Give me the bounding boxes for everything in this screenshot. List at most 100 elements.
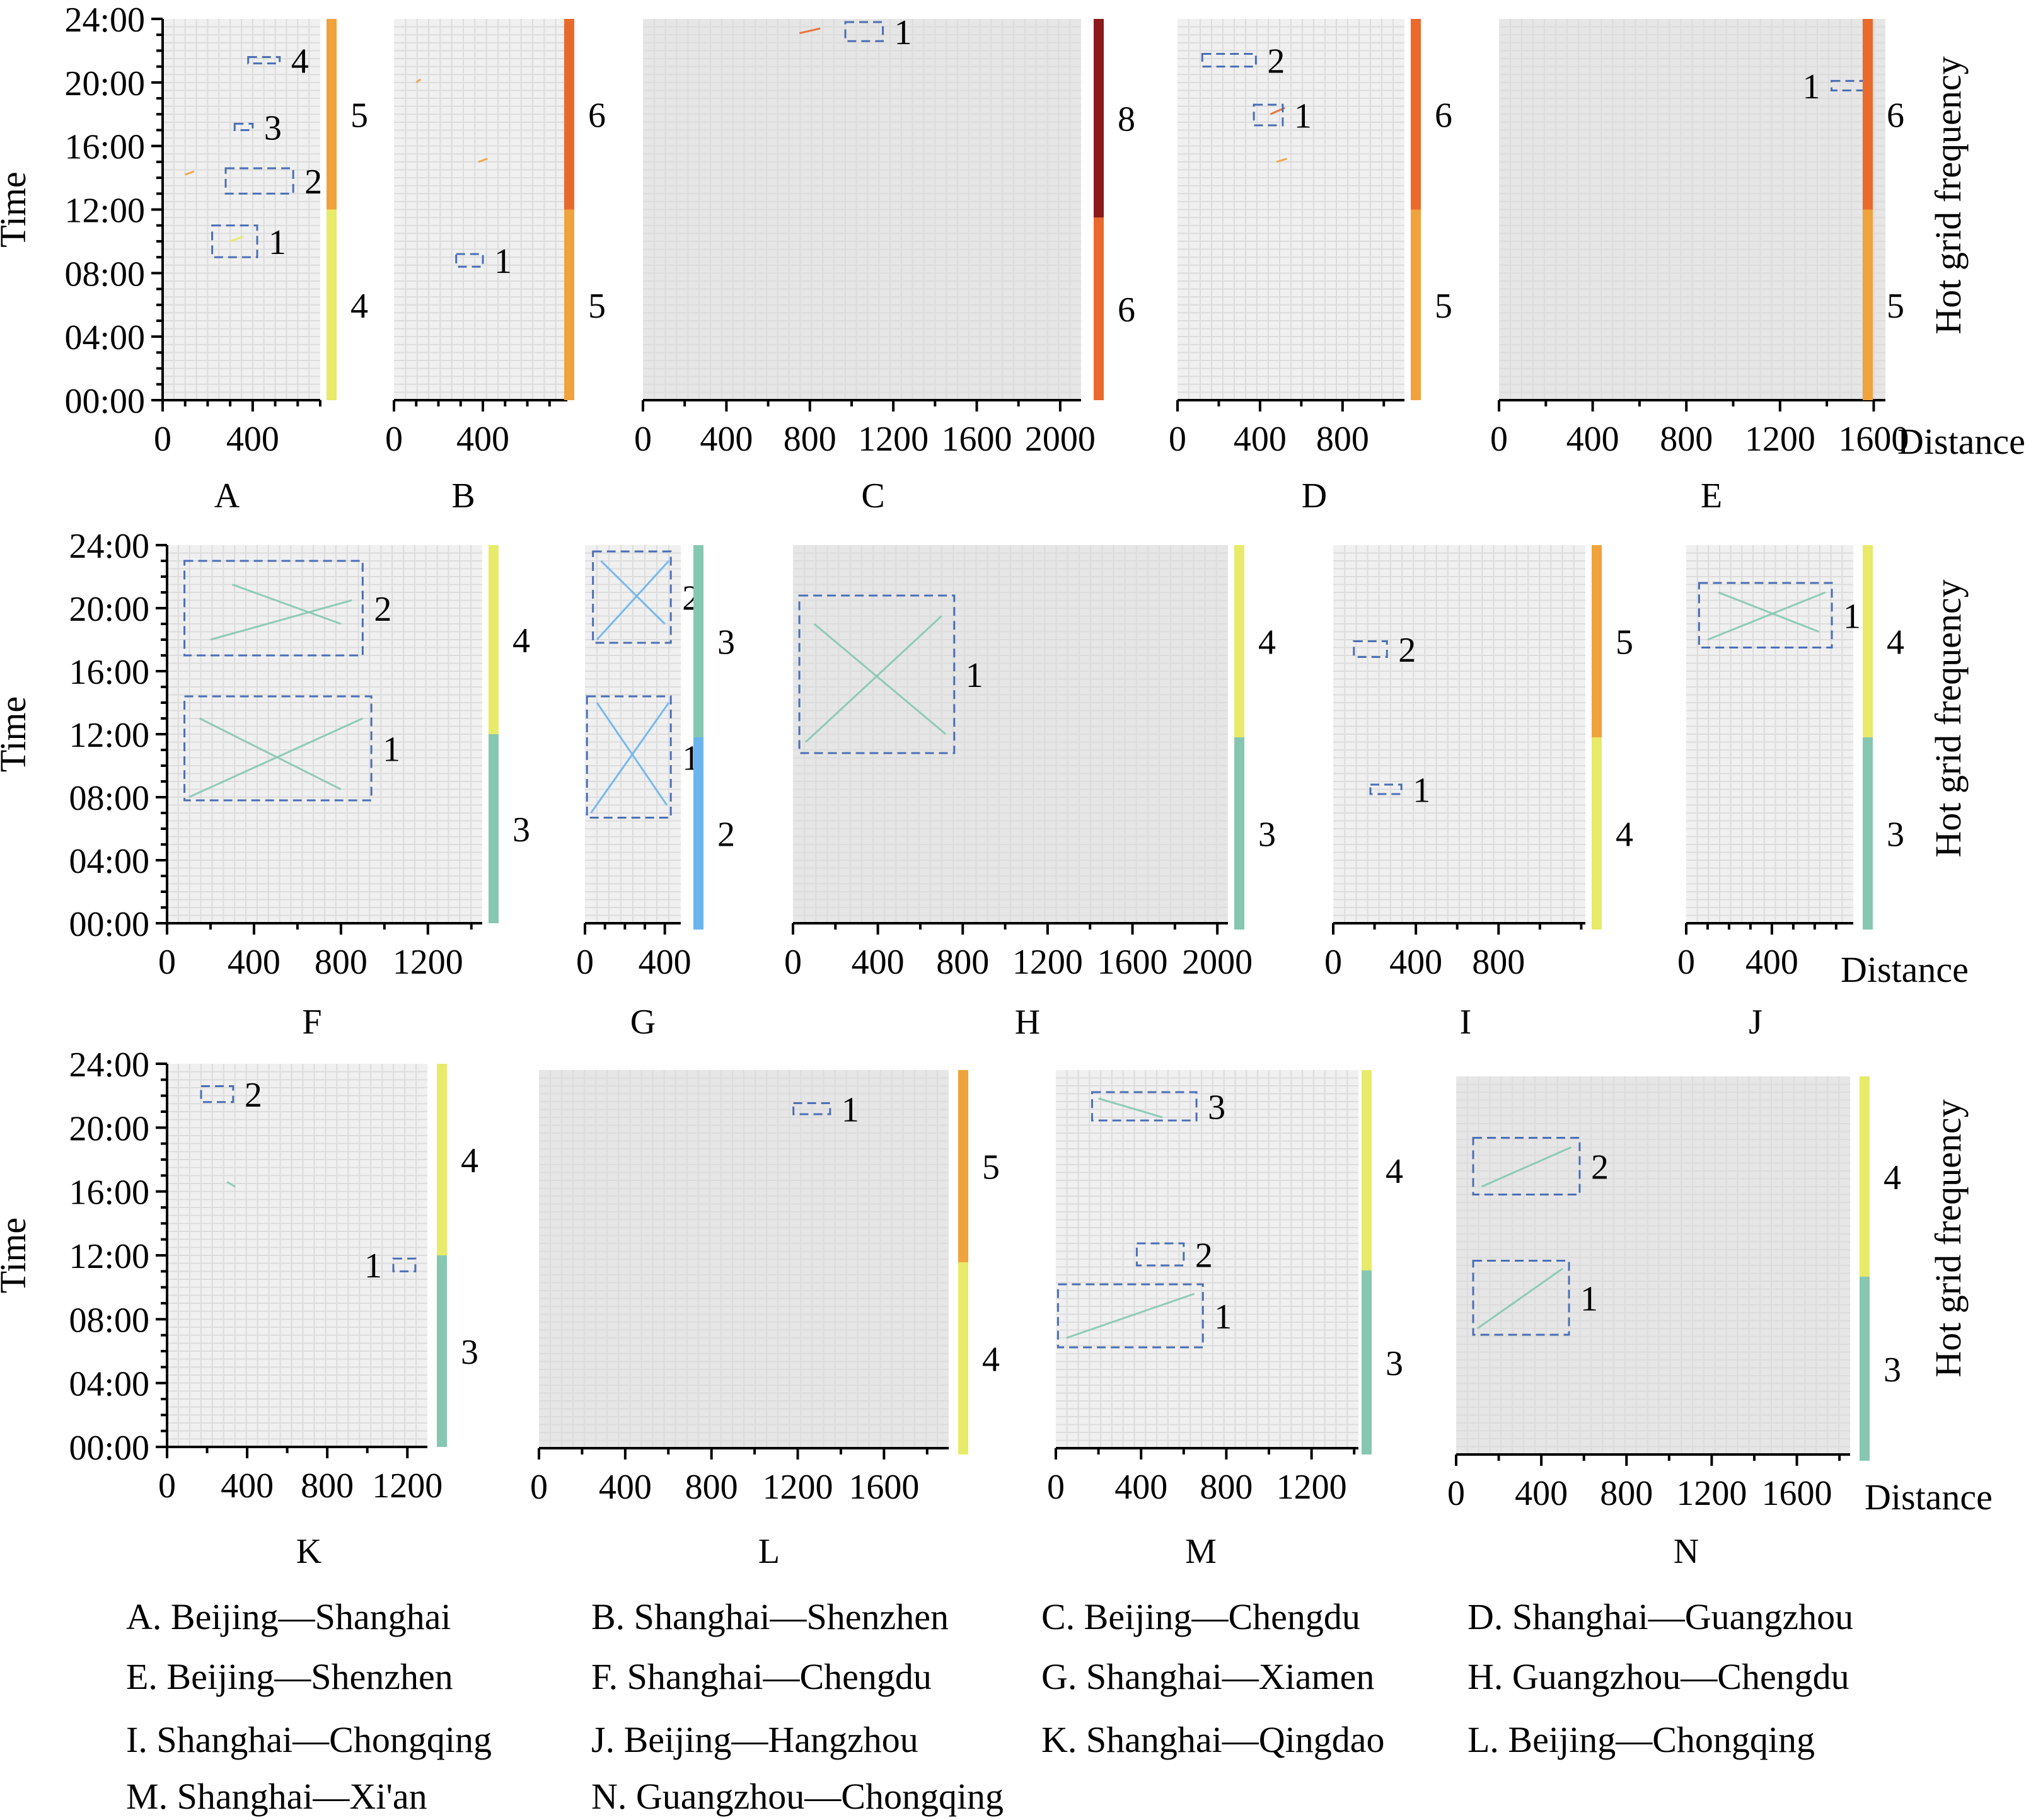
y-tick-label: 00:00	[69, 905, 149, 944]
hotspot-label-f-1: 1	[383, 730, 400, 769]
y-tick-label: 12:00	[69, 716, 149, 755]
colorbar-d: 56	[1411, 19, 1452, 400]
hotspot-label-j-1: 1	[1843, 597, 1861, 636]
x-tick-label: 1600	[848, 1468, 919, 1507]
x-tick-label: 0	[1447, 1474, 1465, 1513]
hotspot-label-n-2: 2	[1591, 1148, 1609, 1187]
hotspot-box-n-2	[1472, 1137, 1581, 1195]
hotspot-label-k-2: 2	[245, 1076, 262, 1115]
x-tick-label: 2000	[1025, 420, 1096, 459]
colorbar-label: 5	[1435, 287, 1452, 326]
colorbar-segment	[1234, 737, 1244, 930]
hotspot-label-d-2: 2	[1267, 42, 1285, 81]
hotspot-box-a-3	[233, 122, 254, 131]
track-m-1	[1066, 1293, 1195, 1339]
route-legend-m: M. Shanghai—Xi'an	[126, 1776, 427, 1817]
x-tick-label: 800	[936, 943, 989, 982]
colorbar-segment	[1592, 737, 1602, 930]
track-h-2	[813, 623, 947, 735]
colorbar-segment	[489, 545, 499, 734]
hotspot-box-g-2	[592, 550, 672, 644]
hotspot-label-d-1: 1	[1294, 97, 1312, 136]
hotspot-label-a-2: 2	[304, 163, 322, 202]
colorbar-segment	[437, 1064, 447, 1255]
track-a-2	[229, 235, 245, 243]
x-tick-label: 400	[1389, 943, 1442, 982]
grid	[1456, 1076, 1850, 1454]
colorbar-label: 3	[1887, 815, 1904, 855]
colorbar-label: 3	[1884, 1351, 1901, 1390]
x-tick-label: 1600	[1762, 1474, 1832, 1513]
route-legend-g: G. Shanghai—Xiamen	[1041, 1656, 1374, 1697]
colorbar-k: 34	[437, 1064, 478, 1447]
x-tick-label: 400	[226, 420, 279, 459]
hotspot-box-h-1	[798, 594, 956, 754]
colorbar-segment	[1094, 19, 1104, 218]
hotspot-box-a-2	[224, 167, 294, 195]
colorbar-h: 34	[1234, 545, 1276, 930]
colorbar-g: 23	[693, 545, 735, 930]
x-tick-label: 1200	[393, 943, 463, 982]
y-axis-title: Time	[0, 696, 33, 772]
x-tick-label: 400	[1566, 420, 1619, 459]
colorbar-segment	[564, 209, 574, 400]
route-legend-c: C. Beijing—Chengdu	[1041, 1596, 1360, 1637]
y-tick-label: 04:00	[64, 318, 145, 357]
x-tick-label: 0	[158, 943, 176, 982]
colorbar-b: 56	[564, 19, 606, 400]
colorbar-label: 3	[717, 623, 735, 662]
x-tick-label: 800	[1660, 420, 1713, 459]
x-tick-label: 400	[1515, 1474, 1568, 1513]
track-j-1	[1707, 591, 1826, 641]
grid	[1056, 1070, 1358, 1448]
route-legend-i: I. Shanghai—Chongqing	[126, 1719, 492, 1760]
y-tick-label: 20:00	[64, 64, 145, 103]
colorbar-segment	[958, 1262, 968, 1454]
y-tick-label: 08:00	[69, 779, 149, 818]
hotspot-box-m-2	[1135, 1242, 1185, 1267]
route-legend-k: K. Shanghai—Qingdao	[1041, 1719, 1385, 1760]
x-tick-label: 0	[1677, 943, 1695, 982]
track-n-2	[1481, 1146, 1572, 1188]
y-tick-label: 04:00	[69, 842, 149, 881]
route-legend-e: E. Beijing—Shenzhen	[126, 1656, 453, 1697]
hotspot-label-k-1: 1	[364, 1247, 382, 1286]
hotspot-label-a-3: 3	[264, 108, 282, 147]
hotspot-box-c-1	[844, 21, 884, 42]
track-h-1	[805, 615, 942, 743]
x-axis-title: Distance	[1841, 949, 1969, 990]
colorbar-e: 56	[1863, 19, 1904, 400]
colorbar-label: 3	[1258, 815, 1276, 855]
hotspot-box-k-2	[200, 1085, 234, 1103]
track-f-3	[210, 599, 352, 641]
colorbar-segment	[1362, 1070, 1372, 1270]
colorbar-label: 3	[461, 1333, 478, 1372]
panel-letter-e: E	[1701, 476, 1722, 515]
colorbar-label: 4	[1386, 1152, 1403, 1191]
x-axis-title: Distance	[1897, 421, 2025, 462]
colorbar-label: 6	[1887, 96, 1904, 135]
colorbar-segment	[958, 1070, 968, 1262]
track-k-1	[226, 1181, 236, 1188]
colorbar-segment	[1094, 217, 1104, 400]
colorbar-a: 45	[327, 19, 368, 400]
x-tick-label: 400	[852, 943, 905, 982]
panel-letter-b: B	[451, 476, 475, 515]
colorbar-c: 68	[1094, 19, 1135, 400]
track-g-4	[600, 560, 666, 625]
hotspot-box-m-3	[1091, 1091, 1198, 1122]
hotspot-box-i-2	[1353, 640, 1388, 658]
x-tick-label: 0	[1047, 1468, 1065, 1507]
hotspot-label-a-4: 4	[291, 42, 309, 81]
colorbar-f: 34	[489, 545, 530, 923]
x-tick-label: 1200	[1676, 1474, 1747, 1513]
y-tick-label: 08:00	[69, 1301, 149, 1340]
